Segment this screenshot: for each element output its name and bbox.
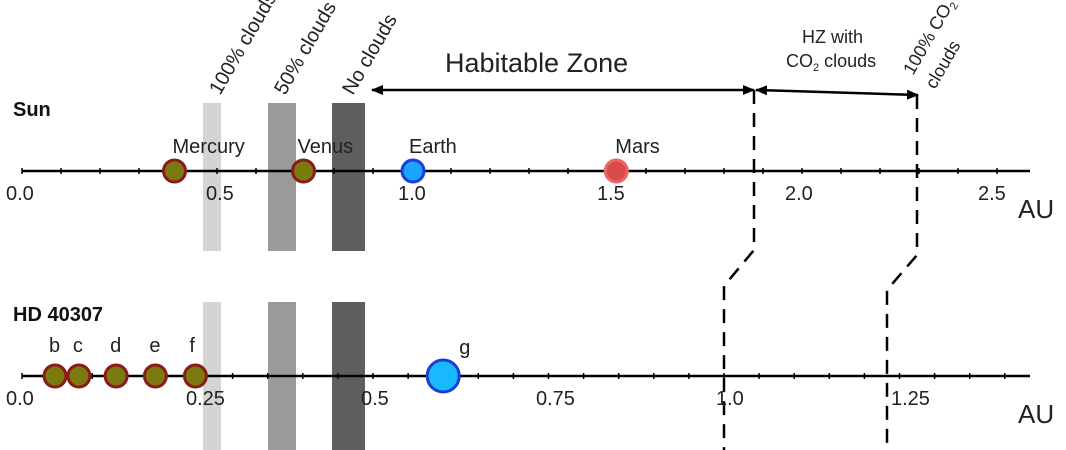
planet-earth xyxy=(400,158,426,184)
planet-venus xyxy=(291,158,316,184)
planet-label-g: g xyxy=(459,337,470,359)
outer-co2-boundary xyxy=(885,95,919,450)
hd-tick-1: 0.25 xyxy=(186,388,225,410)
sun-tick-4: 2.0 xyxy=(785,183,813,205)
planet-label-e: e xyxy=(149,335,160,357)
sun-tick-5: 2.5 xyxy=(978,183,1006,205)
sun-axis xyxy=(21,168,1030,174)
planet-g xyxy=(425,358,461,394)
hd40307-axis xyxy=(21,373,1030,379)
hd-tick-4: 1.0 xyxy=(716,388,744,410)
sun-tick-0: 0.0 xyxy=(6,183,34,205)
planet-label-venus: Venus xyxy=(298,136,354,158)
unit-au-top: AU xyxy=(1018,194,1054,224)
planet-label-mercury: Mercury xyxy=(173,136,245,158)
sun-tick-2: 1.0 xyxy=(398,183,426,205)
hd-tick-2: 0.5 xyxy=(361,388,389,410)
label-co2-clouds: CO2 clouds xyxy=(786,51,876,74)
band-100-clouds-top xyxy=(203,103,221,251)
planet-f xyxy=(182,363,208,389)
band-no-clouds-top xyxy=(332,103,365,251)
hz-co2-arrow xyxy=(755,85,919,100)
planet-c xyxy=(66,363,92,389)
band-50-clouds-top xyxy=(268,103,296,251)
sun-label: Sun xyxy=(13,99,51,121)
planet-mercury xyxy=(162,158,187,184)
label-no-clouds: No clouds xyxy=(338,10,402,98)
planet-label-earth: Earth xyxy=(409,136,457,158)
unit-au-bottom: AU xyxy=(1018,399,1054,429)
planet-label-f: f xyxy=(189,335,195,357)
planet-b xyxy=(42,363,68,389)
planet-d xyxy=(103,363,129,389)
label-habitable-zone: Habitable Zone xyxy=(445,48,628,78)
planet-label-c: c xyxy=(73,335,83,357)
label-hz-with: HZ with xyxy=(802,27,863,47)
sun-tick-3: 1.5 xyxy=(597,183,625,205)
planet-label-b: b xyxy=(49,335,60,357)
sun-planets: Mercury Venus Earth Mars xyxy=(162,136,660,184)
hd40307-label: HD 40307 xyxy=(13,304,103,326)
planet-label-d: d xyxy=(110,335,121,357)
hd-tick-0: 0.0 xyxy=(6,388,34,410)
planet-e xyxy=(142,363,168,389)
sun-tick-1: 0.5 xyxy=(206,183,234,205)
label-100-clouds: 100% clouds xyxy=(205,0,281,99)
label-50-clouds: 50% clouds xyxy=(270,0,341,98)
hd-tick-3: 0.75 xyxy=(536,388,575,410)
planet-mars xyxy=(603,158,629,184)
hd-tick-5: 1.25 xyxy=(891,388,930,410)
planet-label-mars: Mars xyxy=(615,136,659,158)
